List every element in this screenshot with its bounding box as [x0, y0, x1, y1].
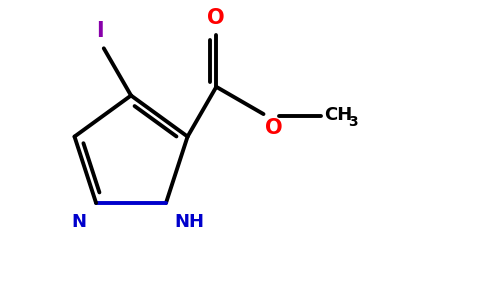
Text: N: N	[71, 213, 86, 231]
Text: NH: NH	[174, 213, 204, 231]
Text: O: O	[208, 8, 225, 28]
Text: O: O	[266, 118, 283, 138]
Text: I: I	[96, 21, 104, 41]
Text: 3: 3	[348, 115, 357, 129]
Text: CH: CH	[324, 106, 352, 124]
